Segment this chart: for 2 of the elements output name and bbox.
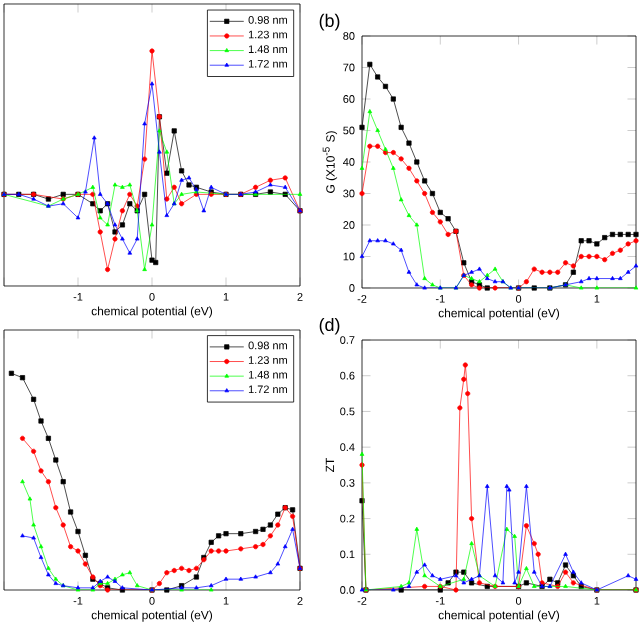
chart-title: (b) — [319, 13, 340, 31]
chart-title: (d) — [319, 317, 340, 335]
